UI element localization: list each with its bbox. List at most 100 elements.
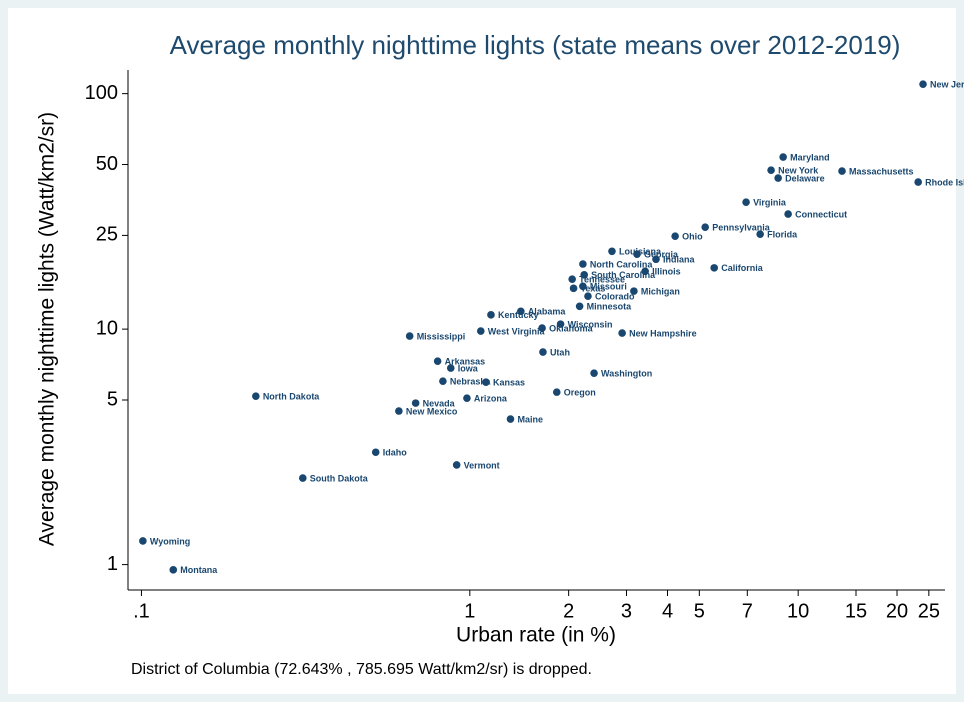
point-label: North Dakota xyxy=(263,392,320,402)
point-label: New York xyxy=(778,166,819,176)
y-tick-label: 5 xyxy=(107,388,118,410)
x-tick-label: 25 xyxy=(918,600,940,622)
point xyxy=(446,364,455,372)
point xyxy=(169,566,178,574)
x-tick-label: 3 xyxy=(621,600,632,622)
point-label: Louisiana xyxy=(619,247,662,257)
point xyxy=(463,394,471,402)
point-label: Idaho xyxy=(383,448,408,458)
x-tick-label: 4 xyxy=(662,600,673,622)
point xyxy=(590,369,598,377)
point xyxy=(914,178,922,186)
point-label: Ohio xyxy=(682,232,703,242)
point xyxy=(575,302,584,311)
point xyxy=(556,320,565,328)
point xyxy=(395,407,403,415)
chart-title: Average monthly nighttime lights (state … xyxy=(170,30,901,60)
point-label: Vermont xyxy=(464,460,500,470)
point-label: New Jersey xyxy=(930,80,964,90)
point-label: Colorado xyxy=(595,292,635,302)
point xyxy=(405,332,414,340)
point xyxy=(579,282,587,291)
point xyxy=(779,153,787,161)
point-label: Nevada xyxy=(423,398,456,408)
point-label: Arizona xyxy=(474,394,508,404)
point-label: California xyxy=(721,263,764,273)
point xyxy=(652,255,660,264)
point-label: Texas xyxy=(581,284,606,294)
point xyxy=(784,210,792,218)
point xyxy=(371,448,380,457)
point-label: Utah xyxy=(550,347,570,357)
point xyxy=(517,307,525,316)
point xyxy=(641,267,649,276)
point-label: Tennessee xyxy=(579,275,625,285)
y-tick-label: 100 xyxy=(85,82,118,104)
point-label: Delaware xyxy=(785,173,825,183)
point-label: Connecticut xyxy=(795,209,847,219)
point xyxy=(539,348,547,356)
point-label: Minnesota xyxy=(587,302,632,312)
point xyxy=(568,275,576,283)
y-tick-label: 1 xyxy=(107,553,118,575)
point-label: Nebraska xyxy=(450,377,492,387)
point-label: Oregon xyxy=(564,388,596,398)
x-tick-label: 15 xyxy=(845,600,867,622)
point xyxy=(579,260,587,268)
point xyxy=(487,311,495,319)
point-label: Massachusetts xyxy=(849,166,914,176)
point-label: Kentucky xyxy=(498,310,539,320)
point-label: Missouri xyxy=(590,282,627,292)
point xyxy=(774,174,782,182)
x-tick-label: 2 xyxy=(563,600,574,622)
point-label: Arkansas xyxy=(445,357,486,367)
point-label: West Virginia xyxy=(488,326,546,336)
x-tick-label: .1 xyxy=(133,600,150,622)
x-tick-label: 7 xyxy=(742,600,753,622)
note: District of Columbia (72.643% , 785.695 … xyxy=(131,661,592,678)
point-label: Rhode Island xyxy=(925,177,964,187)
point xyxy=(630,287,638,295)
point xyxy=(506,415,515,423)
point xyxy=(767,166,775,174)
point-label: Florida xyxy=(767,230,798,240)
point-label: Michigan xyxy=(641,286,680,296)
point xyxy=(569,284,578,293)
point-label: Iowa xyxy=(458,363,479,373)
point xyxy=(710,264,719,272)
point-label: Indiana xyxy=(663,255,695,265)
point-label: South Carolina xyxy=(591,270,656,280)
x-tick-label: 5 xyxy=(694,600,705,622)
y-tick-label: 10 xyxy=(96,317,118,339)
point-label: Kansas xyxy=(493,378,525,388)
point-label: Pennsylvania xyxy=(712,223,771,233)
point xyxy=(411,399,420,407)
point-label: New Mexico xyxy=(406,406,458,416)
x-tick-label: 20 xyxy=(886,600,908,622)
point xyxy=(701,223,709,231)
point xyxy=(538,324,546,332)
y-axis-title: Average monthly nighttime lights (Watt/k… xyxy=(36,112,59,546)
point-label: South Dakota xyxy=(310,473,369,483)
point xyxy=(298,474,307,482)
x-tick-label: 10 xyxy=(787,600,809,622)
point-label: North Carolina xyxy=(590,259,653,269)
point-label: Maryland xyxy=(790,152,830,162)
point xyxy=(439,377,447,385)
point xyxy=(919,80,927,88)
point-label: Wisconsin xyxy=(568,319,613,329)
point-label: Washington xyxy=(601,369,652,379)
point xyxy=(452,461,461,469)
point xyxy=(584,292,592,300)
point-label: Maine xyxy=(517,414,543,424)
point-label: Oklahoma xyxy=(549,323,594,333)
point xyxy=(608,247,616,256)
point xyxy=(580,271,588,279)
point xyxy=(433,357,442,365)
point xyxy=(552,388,561,396)
point-label: Virginia xyxy=(753,198,787,208)
graph-region xyxy=(8,8,956,694)
point xyxy=(756,230,764,238)
point-label: Illinois xyxy=(652,267,681,277)
